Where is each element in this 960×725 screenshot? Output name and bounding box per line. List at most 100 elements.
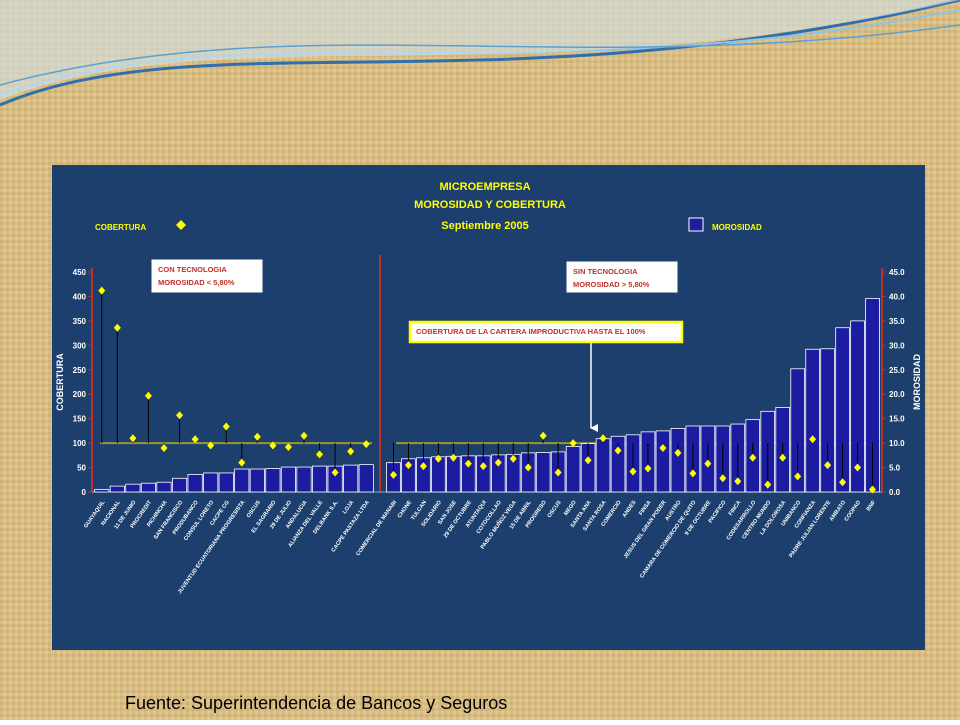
diamond (300, 431, 308, 440)
diamond (554, 468, 562, 477)
diamond (689, 469, 697, 478)
diamond (704, 459, 712, 468)
bar (850, 320, 865, 493)
diamond (629, 467, 637, 476)
y-tick-label: 300 (73, 341, 87, 350)
annotation-text: MOROSIDAD < 5,80% (158, 278, 235, 287)
chart-title: MICROEMPRESA (439, 181, 530, 193)
y2-tick-label: 0.0 (889, 488, 901, 497)
bar (670, 428, 686, 493)
y2-tick-label: 5.0 (889, 464, 901, 473)
diamond (207, 441, 215, 450)
y2-tick-label: 10.0 (889, 439, 905, 448)
y2-tick-label: 20.0 (889, 390, 905, 399)
bar (203, 472, 219, 493)
diamond (734, 477, 742, 486)
diamond (404, 461, 412, 470)
annotation-text: CON TECNOLOGIA (158, 265, 227, 274)
diamond (539, 431, 547, 440)
diamond (449, 453, 457, 462)
bar (610, 435, 626, 493)
annotation-text: MOROSIDAD > 5,80% (573, 280, 650, 289)
y-tick-label: 350 (73, 317, 87, 326)
diamond (674, 448, 682, 457)
annotation-text: SIN TECNOLOGIA (573, 267, 638, 276)
y2-axis-title: MOROSIDAD (912, 354, 922, 411)
bar (535, 451, 551, 493)
chart-subtitle: MOROSIDAD Y COBERTURA (414, 199, 566, 211)
diamond (113, 323, 121, 332)
diamond (129, 434, 137, 443)
y-tick-label: 0 (82, 488, 87, 497)
y2-tick-label: 35.0 (889, 317, 905, 326)
legend-label: MOROSIDAD (712, 223, 762, 232)
bar (187, 473, 203, 493)
bar (156, 481, 172, 493)
chart-date: Septiembre 2005 (441, 220, 528, 232)
footer: Fuente: Superintendencia de Bancos y Seg… (125, 693, 507, 713)
annotation-box (566, 261, 678, 293)
diamond (331, 468, 339, 477)
bar (343, 464, 359, 493)
bar (280, 466, 296, 493)
bar (140, 482, 157, 493)
diamond (284, 443, 292, 452)
diamond (494, 458, 502, 467)
annotation-text: COBERTURA DE LA CARTERA IMPRODUCTIVA HAS… (416, 327, 646, 336)
diamond (794, 472, 802, 481)
diamond (269, 441, 277, 450)
bar (565, 446, 581, 493)
y-tick-label: 100 (73, 439, 87, 448)
y-tick-label: 250 (73, 366, 87, 375)
bar (94, 489, 110, 493)
diamond (809, 435, 817, 444)
diamond (98, 286, 106, 295)
y2-tick-label: 45.0 (889, 268, 905, 277)
bar (835, 327, 850, 493)
diamond (144, 391, 152, 400)
diamond (464, 459, 472, 468)
diamond (316, 450, 324, 459)
y2-tick-label: 30.0 (889, 341, 905, 350)
bar (265, 468, 281, 493)
bar (171, 477, 188, 493)
diamond (824, 461, 832, 470)
y2-tick-label: 15.0 (889, 415, 905, 424)
y-tick-label: 150 (73, 415, 87, 424)
diamond (509, 454, 517, 463)
diamond (389, 470, 397, 479)
bar (655, 430, 671, 493)
annotation-box (408, 320, 684, 344)
diamond (869, 485, 877, 494)
diamond (419, 462, 427, 471)
legend-label: COBERTURA (95, 223, 146, 232)
diamond (238, 458, 246, 467)
bar (296, 466, 312, 493)
diamond (749, 453, 757, 462)
diamond (191, 435, 199, 444)
diamond (764, 480, 772, 489)
bar (125, 483, 141, 493)
diamond (614, 446, 622, 455)
bar (820, 348, 835, 493)
bar (805, 348, 820, 493)
bar (358, 464, 374, 493)
diamond (253, 432, 261, 441)
bar (595, 438, 611, 493)
y2-tick-label: 25.0 (889, 366, 905, 375)
diamond (362, 440, 370, 449)
legend-swatch (176, 220, 186, 230)
diamond (434, 454, 442, 463)
x-tick-label: BNF (866, 499, 878, 512)
y-tick-label: 200 (73, 390, 87, 399)
bar (790, 368, 805, 493)
bar (249, 468, 265, 493)
diamond (569, 439, 577, 448)
diamond (524, 463, 532, 472)
bar (218, 472, 234, 493)
diamond (659, 444, 667, 452)
diamond (839, 478, 847, 487)
y-tick-label: 50 (77, 464, 86, 473)
